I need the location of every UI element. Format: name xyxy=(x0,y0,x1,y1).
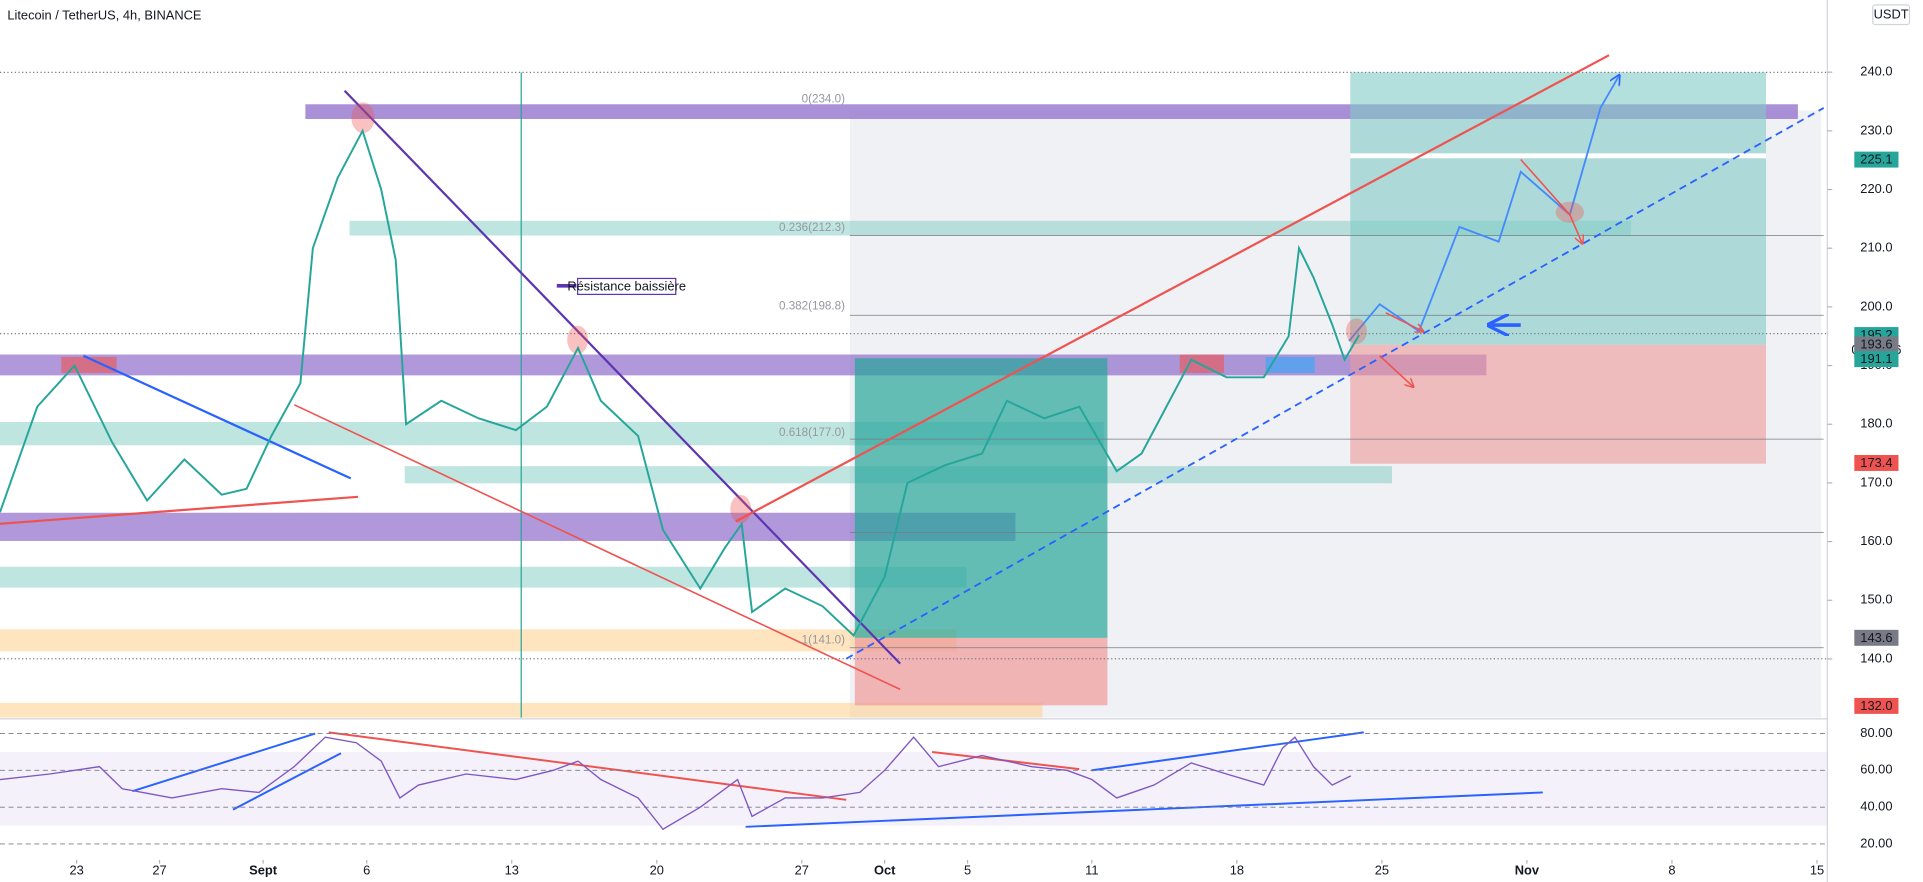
x-tick-label: 25 xyxy=(1375,862,1389,877)
chart-title: Litecoin / TetherUS, 4h, BINANCE xyxy=(7,7,202,22)
x-tick-label: 27 xyxy=(152,862,166,877)
price-tag xyxy=(1854,629,1899,646)
y-tick-label: 140.0 xyxy=(1860,650,1892,665)
price-tag xyxy=(1854,336,1899,353)
x-tick-label: Nov xyxy=(1515,862,1540,877)
price-tag-label: 143.6 xyxy=(1860,630,1892,645)
x-tick-label: 11 xyxy=(1085,862,1098,877)
x-tick-label: 18 xyxy=(1230,862,1244,877)
fib-label: 0.382(198.8) xyxy=(779,300,845,313)
price-tag xyxy=(1854,697,1899,714)
x-tick-label: 23 xyxy=(70,862,84,877)
x-tick-label: 20 xyxy=(650,862,664,877)
x-tick-label: 8 xyxy=(1668,862,1675,877)
y-tick-label: 150.0 xyxy=(1860,592,1892,607)
y-tick-label: 170.0 xyxy=(1860,474,1892,489)
x-tick-label: Oct xyxy=(874,862,896,877)
annotation-box xyxy=(577,277,677,296)
fib-label: 1(141.0) xyxy=(802,633,845,646)
y-tick-label: 220.0 xyxy=(1860,181,1892,196)
y-tick-label: 160.0 xyxy=(1860,533,1892,548)
annotation: Résistance baissière xyxy=(567,278,686,293)
x-tick-label: 5 xyxy=(964,862,971,877)
price-tag-label: 191.1 xyxy=(1860,351,1892,366)
x-tick-label: 15 xyxy=(1810,862,1824,877)
price-tag-label: 225.1 xyxy=(1860,152,1892,167)
x-tick-label: 27 xyxy=(795,862,809,877)
price-tag xyxy=(1854,151,1899,168)
rsi-tick-label: 80.00 xyxy=(1860,725,1892,740)
rsi-tick-label: 20.00 xyxy=(1860,835,1892,850)
price-tag xyxy=(1854,454,1899,471)
y-tick-label: 240.0 xyxy=(1860,64,1892,79)
price-tag-label: 132.0 xyxy=(1860,698,1892,713)
fib-label: 0(234.0) xyxy=(802,92,845,105)
x-tick-label: Sept xyxy=(249,862,278,877)
rsi-line xyxy=(0,736,1352,831)
rsi-tick-label: 40.00 xyxy=(1860,799,1892,814)
x-tick-label: 13 xyxy=(505,862,519,877)
currency: USDT xyxy=(1874,7,1909,22)
y-tick-label: 200.0 xyxy=(1860,298,1892,313)
price-line xyxy=(0,128,1360,638)
x-tick-label: 6 xyxy=(363,862,370,877)
price-tag xyxy=(1854,351,1899,368)
price-tag-label: 193.6 xyxy=(1860,336,1892,351)
currency-box xyxy=(1872,4,1911,26)
y-tick-label: 180.0 xyxy=(1860,416,1892,431)
y-tick-label: 230.0 xyxy=(1860,122,1892,137)
y-tick-label: 210.0 xyxy=(1860,240,1892,255)
price-tag-label: 173.4 xyxy=(1860,455,1892,470)
rsi-tick-label: 60.00 xyxy=(1860,762,1892,777)
fib-label: 0.236(212.3) xyxy=(779,221,845,234)
fib-label: 0.618(177.0) xyxy=(779,426,845,439)
